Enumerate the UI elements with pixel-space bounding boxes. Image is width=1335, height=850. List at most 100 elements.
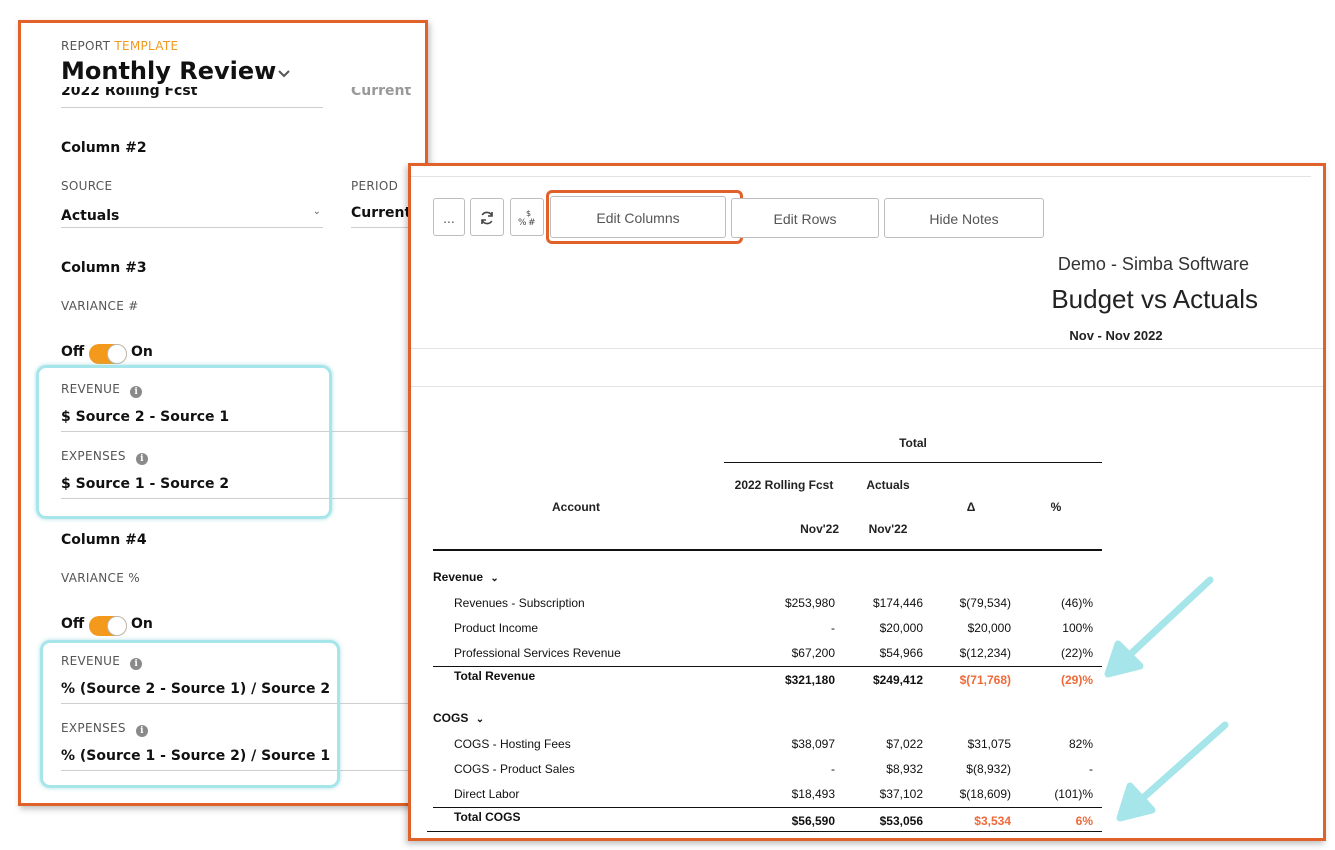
actual-value: $174,446 [872, 596, 923, 610]
report-panel: ... $ % # Edit Columns Edit Rows Hide No… [408, 163, 1326, 841]
report-period: Nov - Nov 2022 [1069, 328, 1163, 343]
divider [61, 703, 425, 704]
divider [61, 431, 425, 432]
forecast-value: $253,980 [784, 596, 835, 610]
divider [61, 227, 323, 228]
divider [61, 498, 425, 499]
divider [411, 348, 1323, 349]
svg-text:$: $ [526, 209, 531, 218]
expenses-formula-select[interactable]: $ Source 1 - Source 2 [61, 476, 230, 492]
expenses-label-text: EXPENSES [61, 721, 126, 735]
total-group-header: Total [899, 436, 927, 450]
percent-value: (101)% [1054, 787, 1093, 801]
column4-toggle[interactable] [89, 616, 127, 636]
info-icon[interactable]: i [135, 453, 148, 465]
column3-formula-callout [36, 365, 332, 519]
account-name: Revenues - Subscription [454, 596, 585, 610]
actual-value: $249,412 [872, 673, 923, 687]
svg-text:#: # [528, 218, 536, 228]
actual-value: $20,000 [879, 621, 923, 635]
period-label: PERIOD [351, 179, 399, 193]
account-header: Account [552, 500, 600, 514]
top-border [411, 176, 1311, 177]
toggle-off-label: Off [61, 344, 85, 360]
column3-heading: Column #3 [61, 260, 147, 276]
forecast-value: $321,180 [784, 673, 835, 687]
forecast-value: - [831, 621, 835, 635]
delta-value: $(8,932) [966, 762, 1011, 776]
section-header-cogs[interactable]: COGS ⌄ [433, 711, 484, 725]
info-icon[interactable]: i [130, 658, 143, 670]
table-row: COGS - Hosting Fees $38,097 $7,022 $31,0… [411, 737, 1111, 755]
prev-period-field[interactable]: Current [351, 87, 425, 107]
percent-value: 6% [1075, 814, 1093, 828]
account-name: Professional Services Revenue [454, 646, 621, 660]
column2-heading: Column #2 [61, 140, 147, 156]
delta-value: $(71,768) [959, 673, 1011, 687]
total-rule [433, 666, 1102, 667]
info-icon[interactable]: i [135, 725, 148, 737]
actual-value: $37,102 [879, 787, 923, 801]
label-accent: TEMPLATE [114, 39, 179, 53]
divider [61, 107, 323, 108]
delta-value: $(18,609) [959, 787, 1011, 801]
actuals-period-header: Nov'22 [868, 522, 908, 536]
delta-value: $20,000 [967, 621, 1011, 635]
refresh-button[interactable] [470, 198, 504, 236]
period-select[interactable]: Current [351, 205, 412, 221]
expenses-formula-select[interactable]: % (Source 1 - Source 2) / Source 1 [61, 748, 331, 764]
table-row: Product Income - $20,000 $20,000 100% [411, 621, 1111, 639]
chevron-down-icon: ⌄ [312, 206, 321, 217]
column3-toggle[interactable] [89, 344, 127, 364]
source-value: Actuals [61, 208, 120, 224]
revenue-formula-select[interactable]: % (Source 2 - Source 1) / Source 2 [61, 681, 331, 697]
prev-source-field[interactable]: 2022 Rolling Fcst [61, 87, 323, 107]
toggle-on-label: On [131, 344, 153, 360]
column4-heading: Column #4 [61, 532, 147, 548]
table-row: Professional Services Revenue $67,200 $5… [411, 646, 1111, 664]
revenue-formula-select[interactable]: $ Source 2 - Source 1 [61, 409, 230, 425]
chevron-down-icon: ⌄ [475, 714, 485, 725]
section-header-revenue[interactable]: Revenue ⌄ [433, 570, 499, 584]
source-select[interactable]: Actuals ⌄ [61, 205, 323, 227]
source-label: SOURCE [61, 179, 113, 193]
edit-rows-button[interactable]: Edit Rows [731, 198, 879, 238]
actual-value: $8,932 [886, 762, 923, 776]
divider [411, 386, 1323, 387]
delta-value: $(12,234) [959, 646, 1011, 660]
section-name: Revenue [433, 570, 484, 584]
currency-percent-icon: $ % # [518, 209, 536, 228]
forecast-value: - [831, 762, 835, 776]
account-name: Direct Labor [454, 787, 520, 801]
table-row: COGS - Product Sales - $8,932 $(8,932) - [411, 762, 1111, 780]
chevron-down-icon[interactable] [277, 65, 291, 84]
info-icon[interactable]: i [130, 386, 143, 398]
table-row: Revenues - Subscription $253,980 $174,44… [411, 596, 1111, 614]
percent-value: 100% [1062, 621, 1093, 635]
toggle-knob [107, 344, 127, 364]
forecast-value: $38,097 [791, 737, 835, 751]
expenses-label-text: EXPENSES [61, 449, 126, 463]
forecast-value: $18,493 [791, 787, 835, 801]
actual-value: $7,022 [886, 737, 923, 751]
more-button[interactable]: ... [433, 198, 465, 236]
total-rule [433, 807, 1102, 808]
refresh-icon [481, 211, 493, 225]
forecast-column-header: 2022 Rolling Fcst [734, 478, 834, 492]
account-name: Product Income [454, 621, 539, 635]
prev-source-value: 2022 Rolling Fcst [61, 87, 198, 99]
prev-period-value: Current [351, 87, 412, 99]
edit-columns-button[interactable]: Edit Columns [550, 196, 726, 238]
toggle-off-label: Off [61, 616, 85, 632]
percent-column-header: % [1050, 500, 1062, 514]
number-format-button[interactable]: $ % # [510, 198, 544, 236]
forecast-value: $67,200 [791, 646, 835, 660]
variance-percent-label: VARIANCE % [61, 571, 140, 585]
table-total-row: Total COGS $56,590 $53,056 $3,534 6% [411, 810, 1111, 828]
delta-value: $3,534 [974, 814, 1011, 828]
template-title[interactable]: Monthly Review [61, 57, 277, 85]
variance-number-label: VARIANCE # [61, 299, 139, 313]
hide-notes-button[interactable]: Hide Notes [884, 198, 1044, 238]
label-prefix: REPORT [61, 39, 111, 53]
chevron-down-icon: ⌄ [490, 573, 499, 584]
